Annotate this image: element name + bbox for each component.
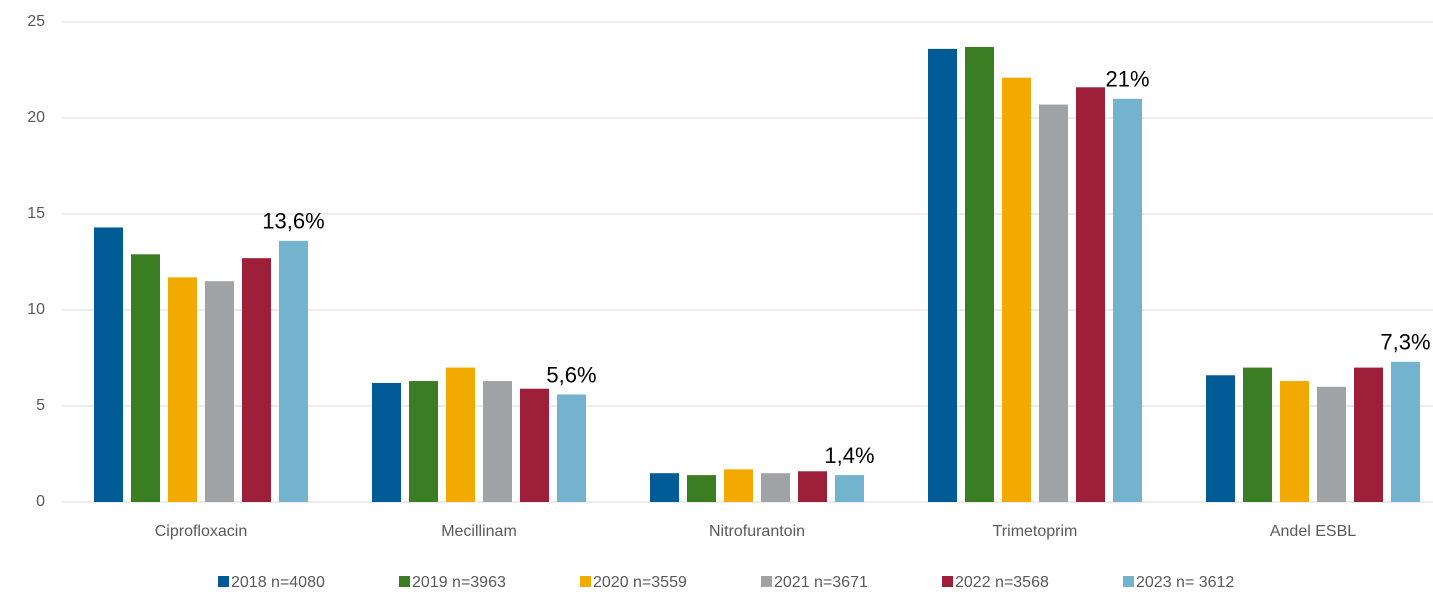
bar (1243, 367, 1272, 502)
legend-swatch (942, 576, 953, 587)
bar (557, 394, 586, 502)
bar (168, 277, 197, 502)
bar (131, 254, 160, 502)
bar (1280, 381, 1309, 502)
bar (761, 473, 790, 502)
data-label: 7,3% (1380, 330, 1430, 355)
bar (1113, 98, 1142, 503)
bar (1206, 375, 1235, 502)
bar (835, 475, 864, 502)
x-tick-label: Ciprofloxacin (155, 523, 247, 540)
bar (483, 381, 512, 502)
legend-swatch (580, 576, 591, 587)
data-label: 5,6% (546, 362, 596, 387)
bar (1354, 367, 1383, 502)
bar (965, 46, 994, 503)
bar (687, 475, 716, 502)
bar (1317, 386, 1346, 502)
x-tick-label: Nitrofurantoin (709, 523, 805, 540)
legend-label: 2022 n=3568 (955, 574, 1049, 591)
bar (1039, 104, 1068, 502)
y-tick-label: 25 (27, 13, 45, 30)
legend-label: 2023 n= 3612 (1136, 574, 1234, 591)
bar (798, 471, 827, 502)
x-tick-label: Mecillinam (441, 523, 517, 540)
bar (650, 473, 679, 502)
bar (1076, 87, 1105, 502)
y-tick-label: 5 (36, 397, 45, 414)
data-label: 13,6% (262, 209, 324, 234)
bar (1391, 361, 1420, 502)
y-tick-label: 0 (36, 493, 45, 510)
data-label: 1,4% (824, 443, 874, 468)
bar (205, 281, 234, 502)
legend-label: 2020 n=3559 (593, 574, 687, 591)
bar (1002, 77, 1031, 503)
bar (928, 48, 957, 502)
bar (446, 367, 475, 502)
legend-swatch (218, 576, 229, 587)
legend-swatch (399, 576, 410, 587)
bar (94, 227, 123, 502)
bar (520, 388, 549, 502)
legend-label: 2018 n=4080 (231, 574, 325, 591)
y-tick-label: 20 (27, 109, 45, 126)
bar (279, 240, 308, 502)
bar (724, 469, 753, 502)
bar (372, 382, 401, 502)
y-tick-label: 10 (27, 301, 45, 318)
y-tick-label: 15 (27, 205, 45, 222)
legend-swatch (1123, 576, 1134, 587)
legend-label: 2021 n=3671 (774, 574, 868, 591)
bar (409, 381, 438, 502)
legend-label: 2019 n=3963 (412, 574, 506, 591)
x-tick-label: Trimetoprim (993, 523, 1078, 540)
x-tick-label: Andel ESBL (1270, 523, 1356, 540)
data-label: 21% (1105, 67, 1149, 92)
bar (242, 258, 271, 502)
legend-swatch (761, 576, 772, 587)
